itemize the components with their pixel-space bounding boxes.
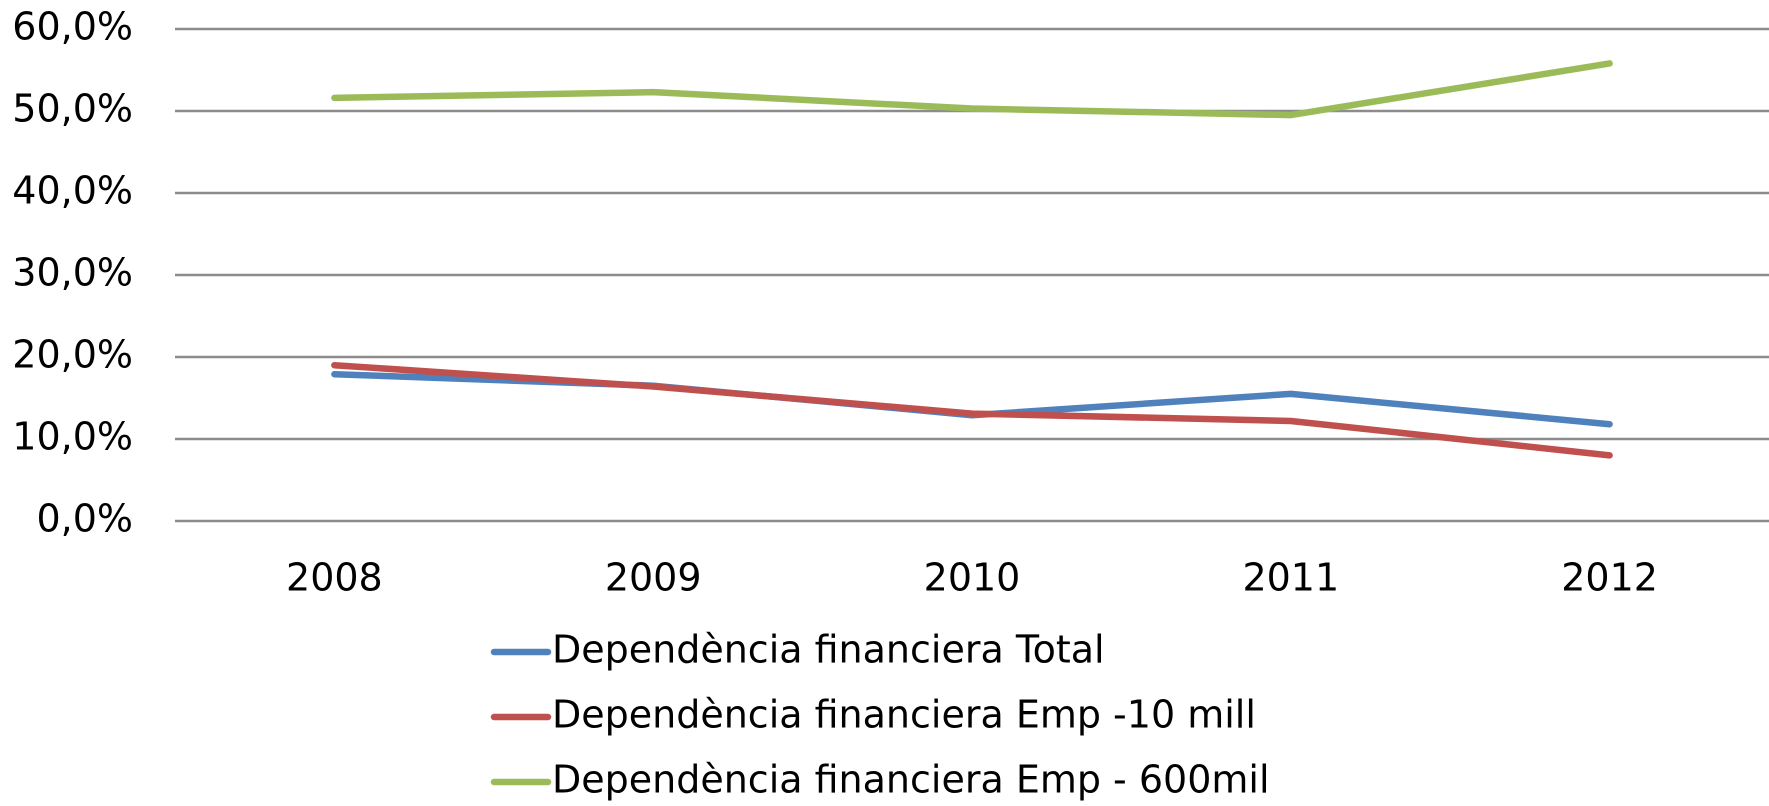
y-tick-label: 50,0% <box>12 87 133 131</box>
series-line <box>331 60 1613 119</box>
y-tick-label: 60,0% <box>12 5 133 49</box>
y-tick-label: 0,0% <box>36 497 133 541</box>
y-tick-label: 40,0% <box>12 169 133 213</box>
series-line <box>331 361 1613 459</box>
legend-label: Dependència financiera Emp - 600mil <box>552 758 1270 802</box>
x-tick-label: 2011 <box>1242 556 1339 600</box>
x-tick-label: 2009 <box>605 556 702 600</box>
x-tick-label: 2012 <box>1561 556 1658 600</box>
y-tick-label: 30,0% <box>12 251 133 295</box>
y-tick-label: 20,0% <box>12 333 133 377</box>
x-tick-label: 2010 <box>924 556 1021 600</box>
x-tick-label: 2008 <box>286 556 383 600</box>
y-tick-label: 10,0% <box>12 415 133 459</box>
legend-label: Dependència financiera Emp -10 mill <box>552 693 1256 737</box>
legend-label: Dependència financiera Total <box>552 628 1105 672</box>
